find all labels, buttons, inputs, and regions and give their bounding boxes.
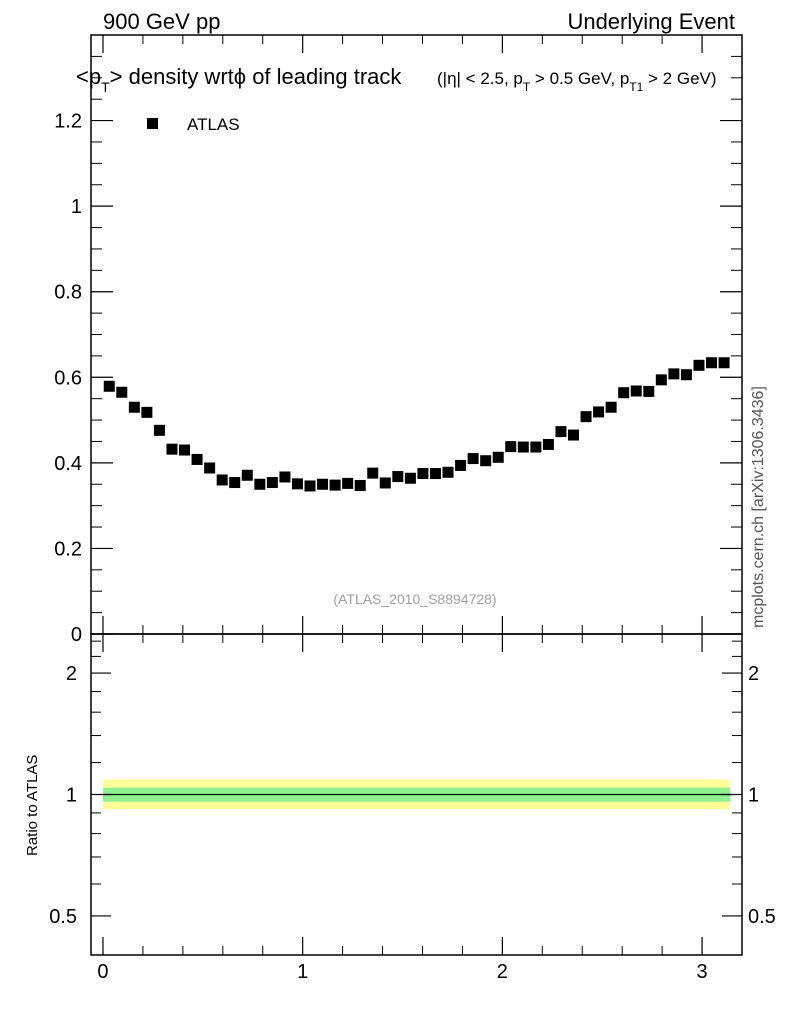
data-point: [241, 469, 253, 481]
data-points: [103, 357, 730, 492]
data-point: [693, 359, 705, 371]
data-point: [216, 474, 228, 486]
data-point: [517, 441, 529, 453]
data-point: [179, 444, 191, 456]
ratio-ytick-label-right: 0.5: [748, 906, 776, 928]
data-point: [455, 459, 467, 471]
data-point: [204, 462, 216, 474]
ratio-ytick-label: 2: [66, 663, 77, 685]
plot-cuts: (|η| < 2.5, pT > 0.5 GeV, pT1 > 2 GeV): [437, 69, 717, 94]
title-suffix: > density wrtϕ of leading track: [110, 64, 403, 89]
ratio-ytick-label: 1: [66, 785, 77, 807]
data-point: [467, 453, 479, 465]
data-point: [668, 368, 680, 380]
cuts-b: > 0.5 GeV, p: [530, 69, 629, 88]
data-point: [229, 477, 241, 489]
main-ytick-label: 0.8: [54, 282, 82, 304]
data-point: [254, 478, 266, 490]
data-point: [605, 401, 617, 413]
data-point: [404, 472, 416, 484]
data-point: [392, 471, 404, 483]
data-point: [103, 380, 115, 392]
data-point: [442, 466, 454, 478]
data-point: [542, 438, 554, 450]
cuts-c: > 2 GeV): [643, 69, 716, 88]
axis-tick-labels: 0 0.2 0.4 0.6 0.8 1 1.2 0 1 2 3 0.5 0.5 1 1 2 2: [49, 111, 776, 983]
data-point: [317, 478, 329, 490]
data-point: [680, 369, 692, 381]
data-point: [379, 477, 391, 489]
ratio-ytick-label: 0.5: [49, 906, 77, 928]
data-point: [342, 477, 354, 489]
data-point: [505, 441, 517, 453]
data-point: [530, 441, 542, 453]
main-ytick-label: 0.4: [54, 453, 82, 475]
data-point: [367, 467, 379, 479]
header-right-label: Underlying Event: [567, 9, 735, 34]
ratio-xtick-label: 0: [97, 961, 108, 983]
title-prefix: <p: [76, 64, 101, 89]
data-point: [329, 479, 341, 491]
data-point: [166, 443, 178, 455]
data-point: [706, 357, 718, 369]
axis-ticks: [91, 35, 743, 955]
cuts-a: (|η| < 2.5, p: [437, 69, 523, 88]
data-point: [153, 424, 165, 436]
ratio-ytick-label-right: 1: [748, 785, 759, 807]
side-label: mcplots.cern.ch [arXiv:1306.3436]: [750, 386, 767, 628]
ratio-xtick-label: 2: [497, 961, 508, 983]
legend-label: ATLAS: [187, 115, 240, 134]
data-point: [354, 480, 366, 492]
cuts-sub2: T1: [629, 80, 643, 94]
main-ytick-label: 0: [71, 624, 82, 646]
data-point: [116, 386, 128, 398]
cuts-sub1: T: [523, 80, 531, 94]
data-point: [417, 468, 429, 480]
plot-title: <pT> density wrtϕ of leading track: [76, 64, 402, 95]
data-point: [128, 401, 140, 413]
ratio-ytick-label-right: 2: [748, 663, 759, 685]
data-point: [555, 426, 567, 438]
header-left-label: 900 GeV pp: [103, 9, 220, 34]
analysis-id: (ATLAS_2010_S8894728): [333, 591, 496, 607]
data-point: [141, 406, 153, 418]
data-point: [291, 478, 303, 490]
data-point: [630, 385, 642, 397]
title-sub: T: [101, 79, 110, 95]
data-point: [655, 374, 667, 386]
data-point: [718, 357, 730, 369]
data-point: [429, 468, 441, 480]
main-ytick-label: 0.6: [54, 367, 82, 389]
data-point: [580, 411, 592, 423]
data-point: [266, 477, 278, 489]
data-point: [304, 480, 316, 492]
main-ytick-label: 1: [71, 196, 82, 218]
data-point: [480, 455, 492, 467]
data-point: [567, 429, 579, 441]
data-point: [618, 387, 630, 399]
data-point: [593, 406, 605, 418]
main-ytick-label: 0.2: [54, 538, 82, 560]
data-point: [191, 453, 203, 465]
legend-marker: [147, 118, 158, 129]
data-point: [492, 451, 504, 463]
data-point: [643, 385, 655, 397]
data-point: [279, 471, 291, 483]
main-ytick-label: 1.2: [54, 111, 82, 133]
ratio-xtick-label: 1: [297, 961, 308, 983]
ratio-ylabel: Ratio to ATLAS: [24, 755, 41, 856]
ratio-xtick-label: 3: [696, 961, 707, 983]
